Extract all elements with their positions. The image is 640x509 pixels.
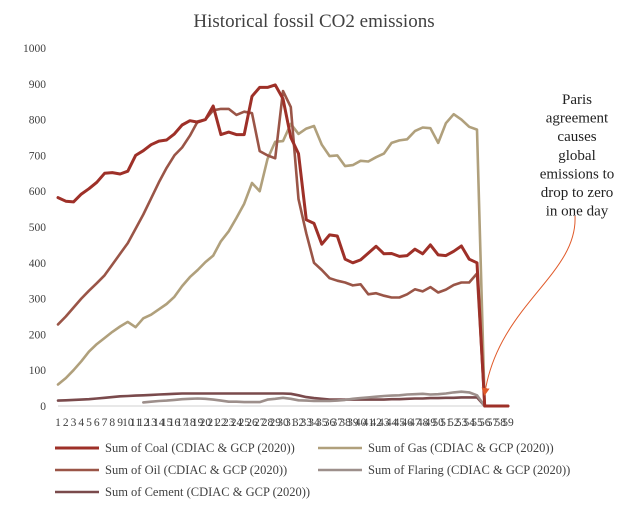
x-tick-label: 4 [78, 417, 84, 429]
x-tick-label: 59 [502, 417, 514, 429]
series-line-3 [142, 390, 510, 408]
x-tick-label: 22 [215, 417, 227, 429]
legend-label: Sum of Gas (CDIAC & GCP (2020)) [368, 441, 554, 455]
legend: Sum of Coal (CDIAC & GCP (2020)) Sum of G… [55, 441, 570, 499]
x-tick-label: 10 [122, 417, 134, 429]
y-tick-label: 100 [29, 365, 47, 377]
x-tick-label: 36 [324, 417, 336, 429]
x-tick-label: 44 [386, 417, 398, 429]
annotation-line: global [558, 148, 596, 164]
y-tick-label: 600 [29, 186, 47, 198]
x-tick-label: 54 [463, 417, 475, 429]
x-tick-label: 52 [448, 417, 460, 429]
annotation-line: emissions to [540, 166, 615, 182]
x-tick-label: 46 [401, 417, 413, 429]
x-tick-label: 31 [285, 417, 297, 429]
x-tick-label: 51 [440, 417, 452, 429]
series-line-4 [56, 392, 510, 408]
x-tick-label: 6 [94, 417, 100, 429]
y-tick-label: 700 [29, 150, 47, 162]
x-tick-label: 1 [55, 417, 61, 429]
x-axis-ticks: 1 2 3 4 5 6 7 8 9 1011121314151617181920212223242… [55, 417, 514, 429]
annotation-arrow [481, 215, 576, 396]
series-line-0 [56, 83, 510, 408]
series-lines [56, 83, 510, 408]
x-tick-label: 3 [71, 417, 77, 429]
annotation-line: drop to zero [541, 185, 613, 201]
x-tick-label: 9 [117, 417, 123, 429]
x-tick-label: 40 [355, 417, 367, 429]
y-tick-label: 300 [29, 294, 47, 306]
legend-label: Sum of Oil (CDIAC & GCP (2020)) [105, 463, 287, 477]
series-line-1 [56, 112, 510, 408]
x-tick-label: 33 [301, 417, 313, 429]
x-tick-label: 25 [238, 417, 250, 429]
x-tick-label: 32 [293, 417, 305, 429]
x-tick-label: 8 [109, 417, 115, 429]
x-tick-label: 57 [487, 417, 499, 429]
x-tick-label: 5 [86, 417, 92, 429]
x-tick-label: 48 [417, 417, 429, 429]
x-tick-label: 42 [370, 417, 382, 429]
x-tick-label: 11 [130, 417, 141, 429]
x-tick-label: 20 [200, 417, 212, 429]
annotation-text: Paris agreement causes global emissions to dr… [540, 92, 615, 220]
x-tick-label: 41 [363, 417, 375, 429]
annotation-line: in one day [546, 204, 609, 220]
x-tick-label: 13 [145, 417, 157, 429]
x-tick-label: 49 [425, 417, 437, 429]
x-tick-label: 24 [231, 417, 243, 429]
x-tick-label: 30 [277, 417, 289, 429]
y-tick-label: 500 [29, 222, 47, 234]
legend-label: Sum of Coal (CDIAC & GCP (2020)) [105, 441, 295, 455]
annotation: Paris agreement causes global emissions to dr… [481, 92, 615, 396]
annotation-line: Paris [562, 92, 592, 108]
x-tick-label: 12 [138, 417, 150, 429]
y-tick-label: 400 [29, 258, 47, 270]
x-tick-label: 47 [409, 417, 421, 429]
x-tick-label: 26 [246, 417, 258, 429]
annotation-line: agreement [546, 111, 609, 127]
x-tick-label: 39 [347, 417, 359, 429]
annotation-line: causes [557, 129, 596, 145]
x-tick-label: 27 [254, 417, 266, 429]
legend-label: Sum of Cement (CDIAC & GCP (2020)) [105, 485, 310, 499]
y-axis-ticks: 0 100 200 300 400 500 600 700 800 900 1000 [23, 43, 46, 413]
x-tick-label: 21 [207, 417, 219, 429]
y-tick-label: 900 [29, 79, 47, 91]
x-tick-label: 15 [161, 417, 173, 429]
x-tick-label: 37 [332, 417, 344, 429]
x-tick-label: 38 [339, 417, 351, 429]
x-tick-label: 14 [153, 417, 165, 429]
x-tick-label: 29 [269, 417, 281, 429]
legend-label: Sum of Flaring (CDIAC & GCP (2020)) [368, 463, 570, 477]
x-tick-label: 43 [378, 417, 390, 429]
x-tick-label: 18 [184, 417, 196, 429]
chart-title: Historical fossil CO2 emissions [193, 11, 434, 32]
x-tick-label: 35 [316, 417, 328, 429]
x-tick-label: 17 [176, 417, 188, 429]
x-tick-label: 7 [102, 417, 108, 429]
x-tick-label: 50 [432, 417, 444, 429]
x-tick-label: 56 [479, 417, 491, 429]
x-tick-label: 45 [394, 417, 406, 429]
x-tick-label: 34 [308, 417, 320, 429]
x-tick-label: 16 [169, 417, 181, 429]
x-tick-label: 55 [471, 417, 483, 429]
x-tick-label: 19 [192, 417, 204, 429]
y-tick-label: 1000 [23, 43, 46, 55]
x-tick-label: 23 [223, 417, 235, 429]
y-tick-label: 800 [29, 115, 47, 127]
series-line-2 [56, 89, 510, 408]
y-tick-label: 0 [40, 401, 46, 413]
x-tick-label: 53 [456, 417, 468, 429]
y-tick-label: 200 [29, 329, 47, 341]
x-tick-label: 2 [63, 417, 69, 429]
x-tick-label: 28 [262, 417, 274, 429]
x-tick-label: 58 [494, 417, 506, 429]
